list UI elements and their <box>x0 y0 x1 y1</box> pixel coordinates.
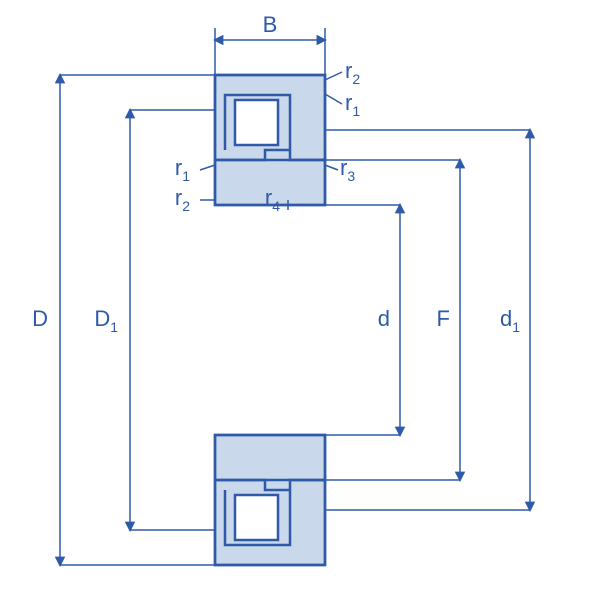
r2-top-leader <box>325 72 342 80</box>
roller-bot <box>235 495 278 540</box>
label-d: d <box>378 306 390 331</box>
label-F: F <box>437 306 450 331</box>
label-r1_left: r1 <box>175 155 190 184</box>
bearing-diagram: BDD1dFd1r1r2r1r2r3r4 <box>0 0 600 600</box>
label-B: B <box>263 12 278 37</box>
r1-left-leader <box>200 165 215 170</box>
bottom-section <box>215 435 325 565</box>
label-d1: d1 <box>500 306 520 335</box>
r3-leader <box>325 165 338 170</box>
roller-top <box>235 100 278 145</box>
label-r1_top_right: r1 <box>345 90 360 119</box>
label-r2_left: r2 <box>175 185 190 214</box>
label-r2_top_right: r2 <box>345 58 360 87</box>
label-D: D <box>32 306 48 331</box>
r1-top-leader <box>325 94 342 104</box>
label-D1: D1 <box>94 306 118 335</box>
